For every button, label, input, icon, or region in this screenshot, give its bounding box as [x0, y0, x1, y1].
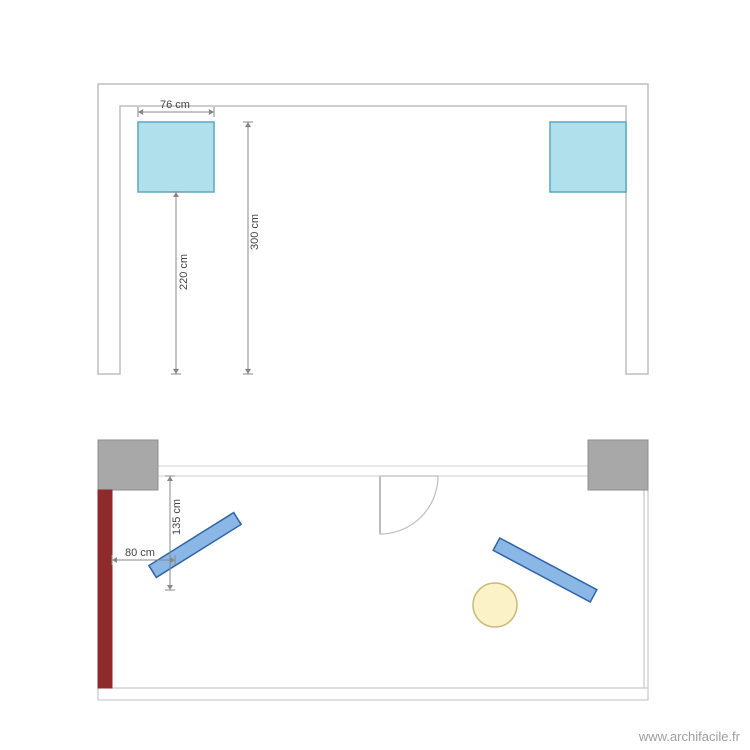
watermark-text: www.archifacile.fr	[639, 729, 740, 744]
door-swing	[380, 476, 438, 534]
maroon-panel	[98, 490, 112, 688]
dimension-label: 80 cm	[125, 547, 155, 559]
pillar-left	[98, 440, 158, 490]
floor-plan-drawing: 76 cm 300 cm 220 cm 135 cm 80 cm	[0, 0, 750, 750]
dimension-label: 76 cm	[160, 99, 190, 111]
pillar-right	[588, 440, 648, 490]
bottom-wall-floor	[98, 688, 648, 700]
round-object	[473, 583, 517, 627]
dimension-label: 220 cm	[178, 254, 190, 290]
dimension-label: 300 cm	[249, 214, 261, 250]
dimension-label: 135 cm	[171, 499, 183, 535]
furniture-box-right	[550, 122, 626, 192]
top-divider-bar	[98, 466, 648, 476]
furniture-box-left	[138, 122, 214, 192]
blue-bar-left	[149, 513, 241, 578]
